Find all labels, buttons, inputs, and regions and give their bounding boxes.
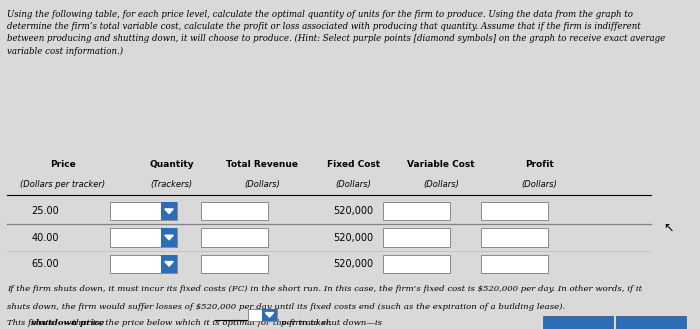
Text: (Dollars): (Dollars) — [423, 180, 459, 189]
Text: Using the following table, for each price level, calculate the optimal quantity : Using the following table, for each pric… — [7, 10, 665, 56]
Text: Price: Price — [50, 160, 76, 169]
Text: per tracker.: per tracker. — [281, 319, 332, 327]
Text: If the firm shuts down, it must incur its fixed costs (FC) in the short run. In : If the firm shuts down, it must incur it… — [7, 285, 642, 292]
FancyBboxPatch shape — [616, 316, 686, 329]
Text: Profit: Profit — [524, 160, 554, 169]
Text: (Dollars): (Dollars) — [244, 180, 281, 189]
FancyBboxPatch shape — [202, 228, 268, 247]
Text: (Dollars): (Dollars) — [335, 180, 372, 189]
Text: (Trackers): (Trackers) — [150, 180, 193, 189]
FancyBboxPatch shape — [384, 255, 449, 273]
Polygon shape — [165, 235, 174, 240]
Text: (Dollars per tracker): (Dollars per tracker) — [20, 180, 106, 189]
FancyBboxPatch shape — [110, 228, 176, 247]
FancyBboxPatch shape — [482, 228, 547, 247]
FancyBboxPatch shape — [542, 316, 612, 329]
FancyBboxPatch shape — [482, 202, 547, 220]
FancyBboxPatch shape — [202, 255, 268, 273]
Text: 25.00: 25.00 — [32, 206, 60, 216]
Polygon shape — [165, 262, 174, 266]
Text: Total Revenue: Total Revenue — [227, 160, 298, 169]
FancyBboxPatch shape — [161, 255, 176, 273]
FancyBboxPatch shape — [161, 228, 176, 247]
Text: 65.00: 65.00 — [32, 259, 60, 269]
FancyBboxPatch shape — [161, 202, 176, 220]
FancyBboxPatch shape — [384, 202, 449, 220]
Text: 520,000: 520,000 — [333, 233, 374, 242]
FancyBboxPatch shape — [482, 255, 547, 273]
FancyBboxPatch shape — [248, 309, 277, 321]
Text: shutdown price: shutdown price — [31, 319, 104, 327]
FancyBboxPatch shape — [202, 202, 268, 220]
Text: 520,000: 520,000 — [333, 206, 374, 216]
Polygon shape — [165, 209, 174, 214]
Text: —that is, the price below which it is optimal for the firm to shut down—is: —that is, the price below which it is op… — [64, 319, 382, 327]
Text: (Dollars): (Dollars) — [521, 180, 557, 189]
Polygon shape — [265, 313, 274, 317]
Text: Quantity: Quantity — [149, 160, 194, 169]
FancyBboxPatch shape — [110, 255, 176, 273]
Text: This firm’s: This firm’s — [7, 319, 56, 327]
FancyBboxPatch shape — [110, 202, 176, 220]
Text: Variable Cost: Variable Cost — [407, 160, 475, 169]
Text: 40.00: 40.00 — [32, 233, 60, 242]
FancyBboxPatch shape — [262, 309, 277, 321]
Text: ↖: ↖ — [664, 222, 673, 235]
Text: Fixed Cost: Fixed Cost — [327, 160, 380, 169]
Text: shuts down, the firm would suffer losses of $520,000 per day until its fixed cos: shuts down, the firm would suffer losses… — [7, 303, 566, 311]
FancyBboxPatch shape — [384, 228, 449, 247]
Text: 520,000: 520,000 — [333, 259, 374, 269]
